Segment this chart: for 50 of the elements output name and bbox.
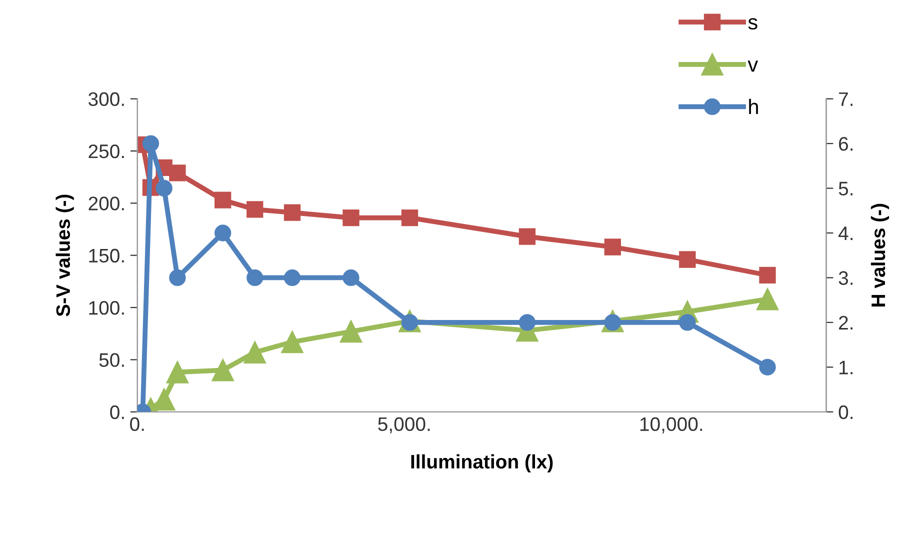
legend-label: v xyxy=(748,60,758,72)
y-tick-label: 0. xyxy=(110,405,124,420)
point xyxy=(342,209,360,226)
point xyxy=(284,204,301,221)
point xyxy=(169,269,186,286)
x-axis-title: Illumination (lx) xyxy=(411,454,553,472)
point xyxy=(759,358,776,376)
y2-tick-label: 5. xyxy=(838,182,852,196)
y2-axis-title: H values (-) xyxy=(870,204,890,306)
x-tick-label: 5,000. xyxy=(378,417,430,434)
y2-tick-label: 0. xyxy=(838,405,852,420)
y2-tick-label: 1. xyxy=(840,360,852,374)
x-tick-label: 10,000. xyxy=(640,417,702,434)
point xyxy=(342,269,360,286)
point xyxy=(679,314,696,331)
y2-tick-label: 7. xyxy=(839,92,852,106)
legend-label: h xyxy=(749,98,758,114)
point xyxy=(281,330,304,354)
point xyxy=(756,288,779,310)
point xyxy=(340,320,362,343)
point xyxy=(246,201,264,218)
point xyxy=(244,341,266,364)
point xyxy=(759,266,776,284)
y-tick-label: 300. xyxy=(88,92,124,106)
y-tick-label: 100. xyxy=(89,300,124,315)
x-tick-label: 0. xyxy=(130,417,144,432)
y-tick-label: 200. xyxy=(88,196,124,210)
y2-tick-label: 4. xyxy=(838,226,852,240)
y-tick-label: 250. xyxy=(88,144,124,158)
point xyxy=(246,269,264,286)
point xyxy=(518,314,536,331)
y2-tick-label: 2. xyxy=(839,316,852,330)
y2-tick-label: 6. xyxy=(839,137,852,151)
y-axis-title: S-V values (-) xyxy=(56,194,74,316)
point xyxy=(214,224,232,242)
point xyxy=(518,228,536,245)
y2-tick-label: 3. xyxy=(838,271,852,285)
point xyxy=(169,164,186,182)
legend-label: s xyxy=(748,18,758,30)
point xyxy=(284,269,301,286)
y-tick-label: 150. xyxy=(89,248,124,263)
point xyxy=(156,180,172,197)
point xyxy=(166,361,189,384)
point xyxy=(679,251,696,268)
point xyxy=(212,359,234,382)
y-tick-label: 50. xyxy=(99,353,124,367)
point xyxy=(604,238,621,256)
point xyxy=(214,192,232,208)
point xyxy=(142,135,160,152)
point xyxy=(401,209,418,226)
